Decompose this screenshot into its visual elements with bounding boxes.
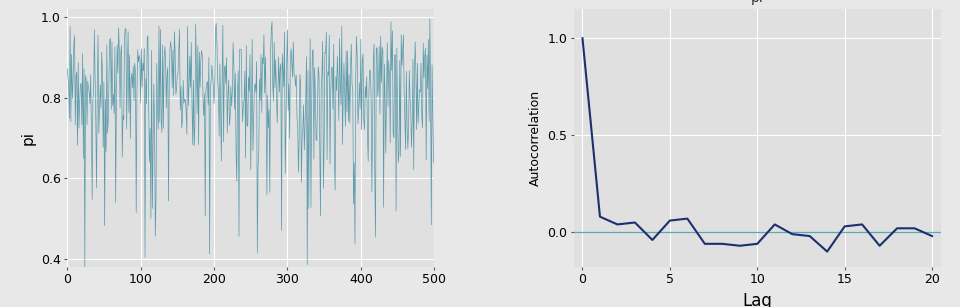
Text: pi: pi [751,0,763,5]
Y-axis label: pi: pi [20,131,36,145]
Y-axis label: Autocorrelation: Autocorrelation [529,90,542,186]
X-axis label: Lag: Lag [742,292,772,307]
